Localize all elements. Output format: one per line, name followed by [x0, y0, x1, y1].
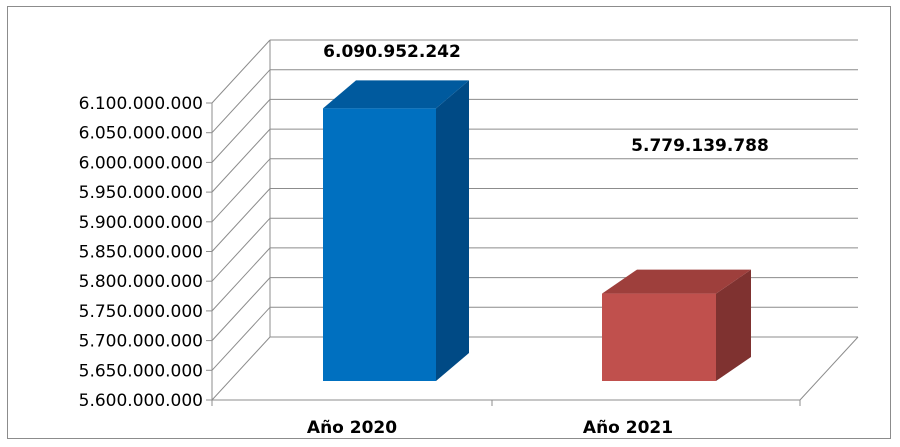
x-tick-label: Año 2021	[583, 418, 673, 438]
side-wall-gridline	[211, 217, 271, 282]
y-tick-label: 5.650.000.000	[79, 361, 203, 381]
data-label: 6.090.952.242	[323, 42, 461, 62]
y-tick-label: 6.000.000.000	[79, 153, 203, 173]
side-wall-gridline	[211, 336, 271, 401]
side-wall-gridline	[211, 277, 271, 341]
floor-right-edge	[799, 336, 859, 401]
x-tick-label: Año 2020	[307, 418, 397, 438]
bar-front-face	[602, 293, 716, 381]
bar-side-face	[436, 80, 469, 382]
y-tick-label: 5.700.000.000	[79, 332, 203, 352]
y-tick-label: 5.900.000.000	[79, 213, 203, 233]
y-tick-label: 5.750.000.000	[79, 302, 203, 322]
y-tick-label: 5.600.000.000	[79, 391, 203, 411]
side-wall-gridline	[211, 128, 271, 193]
bar-side-face	[716, 269, 751, 381]
data-label: 5.779.139.788	[631, 136, 769, 156]
side-wall-gridline	[211, 306, 271, 371]
y-tick-label: 5.800.000.000	[79, 272, 203, 292]
bar-top-face	[602, 269, 751, 294]
bar-front-face	[323, 108, 436, 382]
side-wall-gridline	[211, 158, 271, 223]
side-wall-gridline	[211, 39, 271, 104]
y-tick-label: 5.950.000.000	[79, 183, 203, 203]
y-tick-label: 6.050.000.000	[79, 124, 203, 144]
y-tick-label: 6.100.000.000	[79, 94, 203, 114]
side-wall-gridline	[211, 69, 271, 134]
side-wall-gridline	[211, 188, 271, 252]
bar-top-face	[323, 80, 469, 109]
y-tick-label: 5.850.000.000	[79, 243, 203, 263]
side-wall-gridline	[211, 247, 271, 312]
side-wall-gridline	[211, 99, 271, 163]
